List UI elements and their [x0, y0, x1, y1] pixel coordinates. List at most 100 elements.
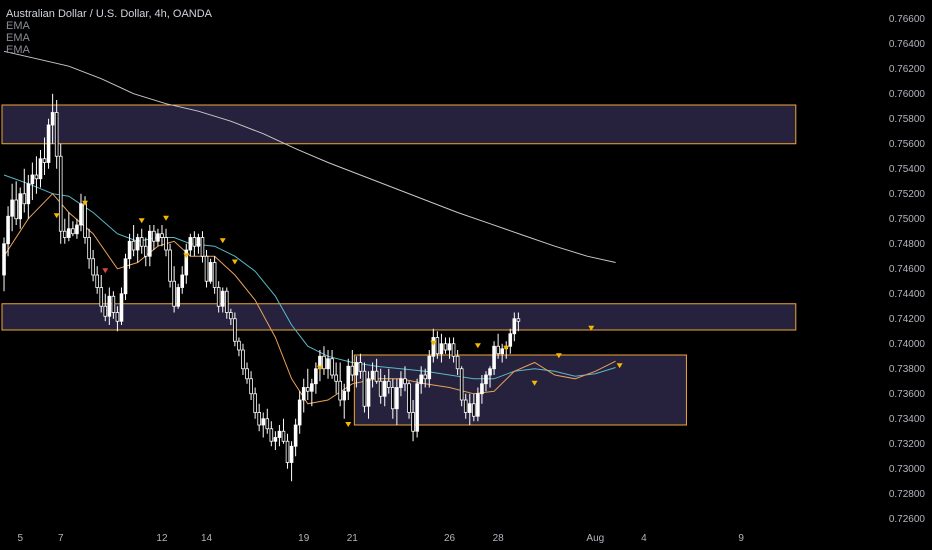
chart-title: Australian Dollar / U.S. Dollar, 4h, OAN…: [6, 8, 213, 20]
candle-body: [30, 174, 35, 185]
candle-body: [180, 274, 185, 288]
candle-body: [233, 318, 237, 342]
candle: [318, 350, 322, 382]
candle-body: [46, 124, 51, 163]
y-tick-label: 0.75800: [889, 114, 926, 125]
candle-body: [123, 258, 128, 295]
candle-body: [156, 233, 160, 242]
candle-body: [10, 199, 14, 217]
signal-marker: [474, 343, 481, 349]
signal-marker: [588, 325, 595, 331]
candle: [293, 418, 298, 457]
candle: [143, 237, 148, 267]
candle: [172, 266, 176, 313]
candle: [119, 287, 124, 325]
candle-body: [346, 365, 351, 392]
candle: [354, 356, 359, 388]
candle: [10, 183, 14, 232]
indicator-ema-1[interactable]: EMA: [6, 20, 30, 32]
candle-body: [176, 287, 180, 307]
candle: [508, 328, 513, 354]
signal-marker: [102, 268, 109, 274]
candle: [200, 231, 205, 263]
candle: [350, 350, 355, 382]
candle-body: [192, 237, 197, 247]
candle-body: [403, 378, 407, 385]
candle: [103, 293, 108, 322]
candle: [152, 225, 156, 250]
indicator-ema-3[interactable]: EMA: [6, 44, 30, 56]
candle-body: [386, 380, 391, 388]
candle: [451, 337, 456, 363]
x-tick-label: 21: [347, 533, 359, 544]
candle-body: [391, 387, 395, 410]
signal-marker: [183, 253, 190, 259]
candle-body: [220, 290, 225, 307]
x-tick-label: 5: [17, 533, 23, 544]
candle: [139, 228, 144, 254]
candle-body: [362, 370, 367, 407]
candle: [38, 150, 43, 188]
candle-body: [508, 333, 513, 347]
candle-body: [212, 262, 217, 288]
candle-body: [459, 368, 464, 401]
candle-body: [395, 387, 399, 410]
candle: [99, 275, 104, 313]
candle-body: [204, 255, 209, 282]
candle-body: [273, 437, 278, 442]
candle: [439, 333, 444, 363]
candle: [399, 371, 403, 397]
candle-body: [431, 337, 436, 357]
chart-legend: Australian Dollar / U.S. Dollar, 4h, OAN…: [6, 8, 212, 56]
indicator-ema-2[interactable]: EMA: [6, 32, 30, 44]
candle-body: [135, 237, 140, 251]
x-tick-label: 9: [738, 533, 744, 544]
candle-body: [95, 274, 99, 288]
candle: [415, 378, 419, 438]
signal-marker: [163, 215, 170, 221]
candle-body: [143, 245, 148, 257]
candle-body: [467, 403, 472, 413]
candle: [305, 368, 310, 400]
signal-marker: [555, 353, 562, 359]
x-tick-label: 14: [201, 533, 213, 544]
candle: [229, 308, 233, 325]
x-tick-label: 7: [58, 533, 64, 544]
candle: [160, 225, 164, 247]
candle: [467, 393, 472, 425]
candle-body: [480, 383, 484, 395]
candle: [164, 228, 168, 257]
candle-body: [160, 233, 164, 238]
candle-body: [443, 343, 448, 351]
candle-body: [419, 374, 423, 385]
y-tick-label: 0.73600: [889, 389, 926, 400]
candle: [224, 287, 229, 319]
candle-body: [310, 383, 314, 392]
x-tick-label: Aug: [586, 533, 604, 544]
signal-marker: [231, 259, 238, 265]
candle: [62, 218, 67, 244]
candle: [192, 231, 197, 257]
candle: [50, 93, 55, 144]
candle: [261, 412, 266, 438]
candle: [488, 366, 492, 388]
candle: [411, 400, 415, 442]
candle-body: [261, 418, 266, 426]
candle-body: [342, 390, 347, 401]
candle: [34, 156, 39, 194]
candle-body: [79, 203, 83, 226]
candle: [342, 383, 347, 419]
candle: [455, 350, 460, 375]
candle-body: [366, 378, 371, 407]
candle-body: [249, 378, 253, 395]
candle: [443, 337, 448, 354]
candle-body: [184, 249, 189, 276]
candle: [310, 378, 314, 407]
ema-slow-line: [3, 50, 616, 263]
candle-body: [492, 345, 496, 370]
candle-body: [54, 112, 59, 157]
candle-body: [50, 112, 55, 126]
candle: [67, 212, 71, 242]
candle: [46, 118, 51, 169]
